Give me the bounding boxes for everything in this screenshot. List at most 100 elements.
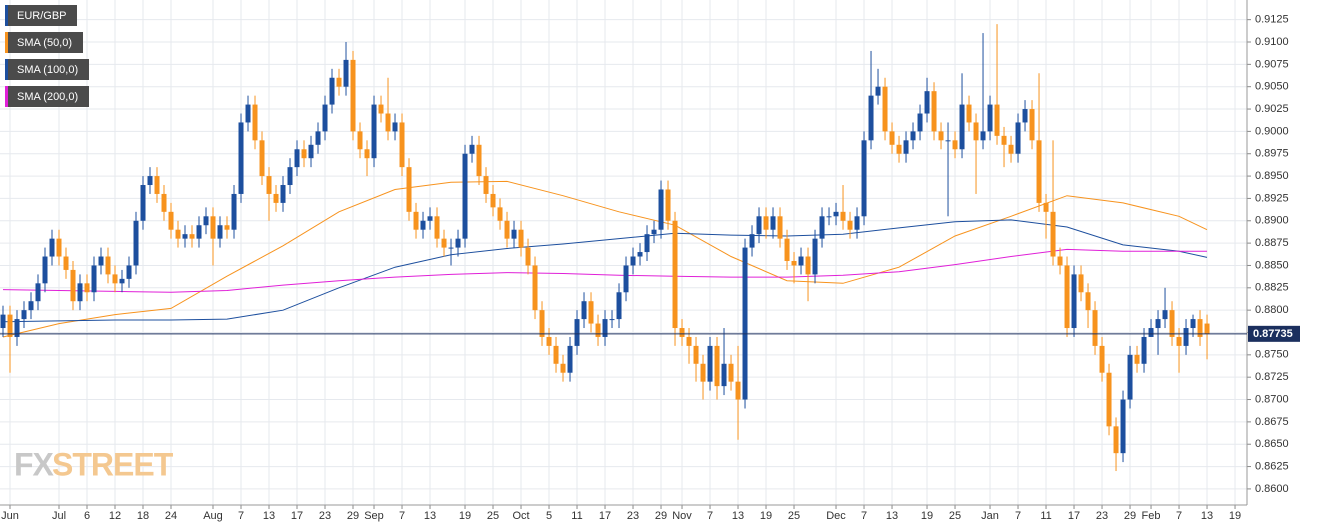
x-tick-label: 29 [655,510,667,522]
candle-body [854,216,860,230]
candle-body [182,234,188,239]
candle-body [469,144,475,154]
x-tick-label: 19 [1229,510,1241,522]
candle-body [301,149,307,159]
candle-body [672,220,678,329]
candle-body [742,247,748,400]
candle-body [980,131,986,141]
candle-body [1176,336,1182,346]
candle-body [630,256,636,266]
candle-body [224,225,230,230]
candle-body [259,140,265,177]
candle-body [798,256,804,266]
candle-body [413,211,419,230]
candle-body [364,149,370,159]
candle-body [322,104,328,132]
watermark-fx: FX [14,446,55,482]
y-tick-label: 0.8850 [1255,259,1289,271]
legend-box [5,5,77,26]
candle-body [0,314,6,329]
sma-line [2,248,1207,293]
y-tick-label: 0.8725 [1255,371,1289,383]
candle-body [161,193,167,212]
candle-body [658,189,664,230]
sma-line [2,180,1208,338]
candle-body [294,149,300,168]
y-tick-label: 0.8675 [1255,416,1289,428]
y-tick-label: 0.8625 [1255,460,1289,472]
x-tick-label: 19 [760,510,772,522]
y-tick-label: 0.9025 [1255,103,1289,115]
y-tick-label: 0.8925 [1255,192,1289,204]
candle-body [378,104,384,114]
candle-body [924,91,930,114]
candle-body [1043,202,1049,212]
x-tick-label: 7 [238,510,244,522]
candle-body [805,256,811,275]
candle-body [1099,345,1105,373]
candle-body [623,265,629,293]
candle-body [525,247,531,266]
candle-body [609,319,615,321]
candle-body [357,131,363,150]
candle-body [693,345,699,364]
x-tick-label: 25 [949,510,961,522]
candle-body [49,238,55,257]
candle-body [812,238,818,275]
candle-body [931,91,937,132]
x-tick-label: Nov [672,510,692,522]
x-tick-label: 6 [84,510,90,522]
candle-body [462,153,468,239]
candle-body [497,207,503,221]
candle-body [203,216,209,226]
candle-body [1106,372,1112,427]
x-tick-label: Jun [1,510,19,522]
candle-body [952,140,958,150]
candle-body [56,238,62,257]
candle-body [777,216,783,239]
candle-body [714,345,720,387]
candle-body [882,86,888,132]
candle-body [315,131,321,145]
watermark-street: STREET [52,446,174,482]
candle-body [1050,211,1056,257]
candle-body [147,176,153,186]
candle-body [490,193,496,208]
candle-body [763,216,769,230]
x-tick-label: 7 [861,510,867,522]
candle-body [336,77,342,87]
x-tick-label: Sep [364,510,384,522]
y-tick-label: 0.8750 [1255,349,1289,361]
candle-body [826,216,832,218]
candle-body [98,256,104,266]
y-tick-label: 0.8650 [1255,438,1289,450]
candle-body [973,122,979,141]
x-tick-label: 18 [137,510,149,522]
candle-body [448,247,454,249]
candle-body [833,211,839,217]
y-tick-label: 0.8875 [1255,237,1289,249]
candle-body [308,144,314,159]
candle-body [329,77,335,105]
x-tick-label: 23 [627,510,639,522]
candle-body [266,176,272,194]
legend-swatch [5,32,8,53]
y-tick-label: 0.8700 [1255,393,1289,405]
candle-body [287,167,293,186]
x-tick-label: 23 [319,510,331,522]
candle-body [63,256,69,270]
legend-box [5,86,89,107]
candle-body [546,336,552,346]
x-tick-label: Jul [52,510,66,522]
candle-body [280,185,286,203]
y-tick-label: 0.8950 [1255,170,1289,182]
candle-body [14,319,20,337]
candle-body [581,301,587,320]
candle-body [1064,265,1070,329]
legend-swatch [5,86,8,107]
candle-body [1057,256,1063,266]
candle-body [917,113,923,132]
x-tick-label: 13 [732,510,744,522]
candle-body [399,122,405,168]
